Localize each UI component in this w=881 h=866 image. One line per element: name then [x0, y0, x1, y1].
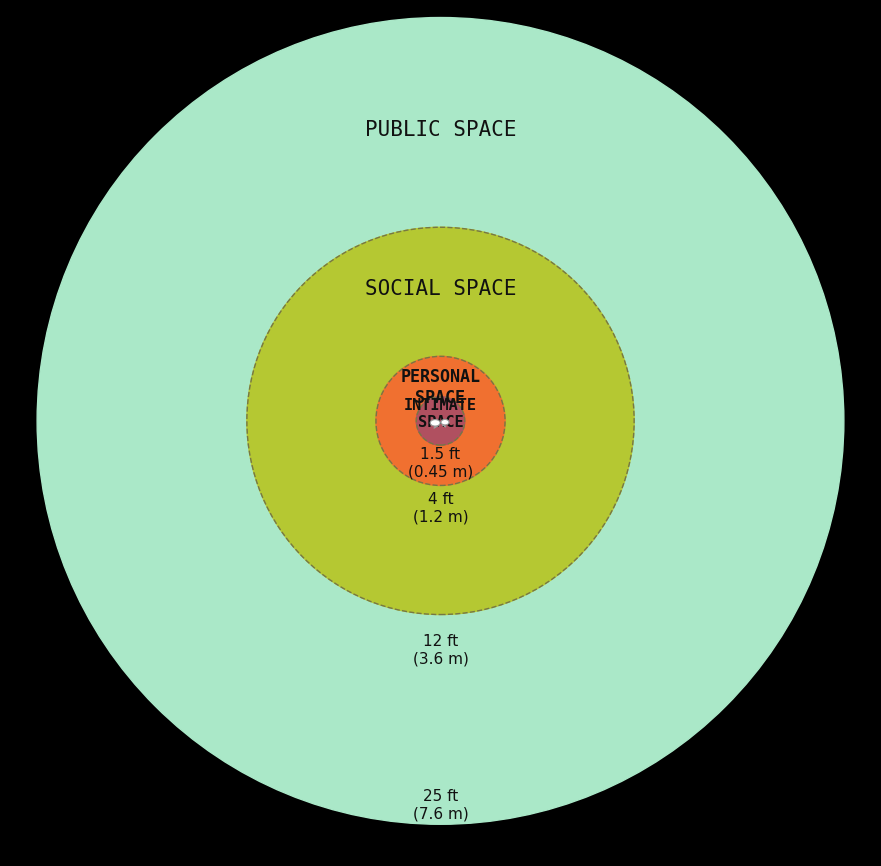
Text: 4 ft
(1.2 m): 4 ft (1.2 m) — [412, 492, 469, 524]
Circle shape — [376, 356, 505, 486]
Text: 12 ft
(3.6 m): 12 ft (3.6 m) — [412, 634, 469, 666]
Polygon shape — [433, 426, 438, 429]
Polygon shape — [442, 424, 446, 427]
Circle shape — [37, 17, 844, 824]
Text: 1.5 ft
(0.45 m): 1.5 ft (0.45 m) — [408, 447, 473, 479]
Text: SOCIAL SPACE: SOCIAL SPACE — [365, 279, 516, 300]
Circle shape — [247, 227, 634, 615]
Text: PERSONAL
SPACE: PERSONAL SPACE — [401, 368, 480, 407]
Text: PUBLIC SPACE: PUBLIC SPACE — [365, 120, 516, 140]
Text: INTIMATE
SPACE: INTIMATE SPACE — [404, 397, 477, 430]
Ellipse shape — [441, 419, 449, 425]
Text: 25 ft
(7.6 m): 25 ft (7.6 m) — [412, 789, 469, 821]
Ellipse shape — [430, 420, 440, 426]
Circle shape — [417, 397, 464, 445]
